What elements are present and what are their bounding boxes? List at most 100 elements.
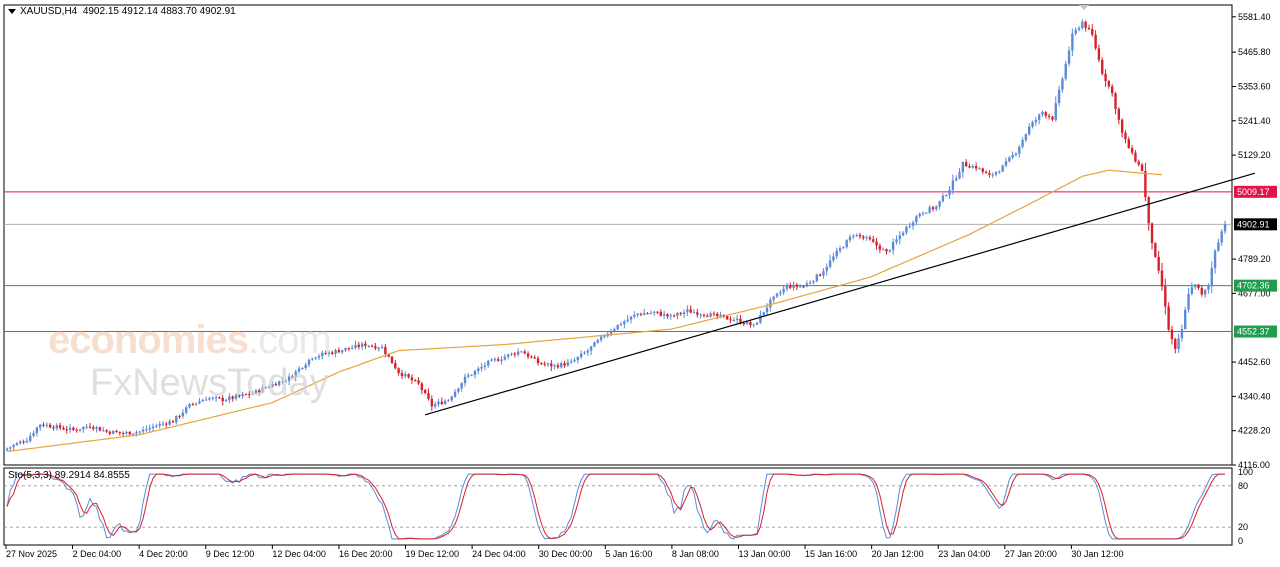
candle-bull	[998, 171, 1001, 173]
candle-bull	[636, 313, 639, 315]
stochastic-tick-label: 20	[1238, 522, 1248, 532]
candle-bull	[765, 307, 769, 313]
candle-bull	[994, 172, 998, 175]
candle-bear	[1164, 286, 1167, 307]
time-tick-label: 5 Jan 16:00	[605, 549, 652, 559]
candle-bull	[15, 443, 19, 446]
candle-bull	[334, 350, 337, 354]
candle-bull	[808, 282, 812, 284]
candle-bull	[78, 429, 82, 431]
candle-bear	[1140, 164, 1144, 171]
candle-bull	[1071, 33, 1074, 51]
candle-bull	[560, 363, 563, 368]
candle-bull	[812, 281, 815, 283]
candle-bear	[974, 165, 978, 169]
time-tick-label: 15 Jan 16:00	[805, 549, 857, 559]
candle-bear	[1137, 161, 1140, 165]
candle-bull	[493, 359, 497, 361]
candle-bear	[1124, 132, 1127, 140]
candle-bear	[238, 395, 241, 397]
candle-bull	[629, 316, 633, 320]
candle-bull	[1028, 126, 1031, 135]
candle-bear	[48, 424, 52, 428]
stochastic-tick-label: 100	[1238, 467, 1253, 477]
candle-bull	[772, 296, 775, 300]
time-tick-label: 2 Dec 04:00	[73, 549, 122, 559]
candle-bull	[838, 248, 842, 251]
candle-bull	[45, 424, 49, 426]
candle-bull	[254, 390, 258, 394]
candle-bull	[341, 350, 344, 353]
candle-bear	[716, 313, 719, 317]
candle-bear	[1197, 284, 1200, 289]
candle-bear	[98, 427, 102, 431]
candle-bull	[832, 256, 835, 261]
candle-bull	[792, 284, 795, 288]
candle-bull	[477, 368, 480, 371]
candle-bull	[1057, 89, 1061, 104]
symbol-header[interactable]: XAUUSD,H4 4902.15 4912.14 4883.70 4902.9…	[8, 6, 236, 17]
candle-bear	[414, 380, 417, 382]
candle-bull	[626, 319, 629, 322]
candle-bear	[1047, 115, 1051, 117]
candle-bull	[905, 226, 908, 233]
candle-bear	[931, 207, 935, 210]
candle-bear	[1200, 288, 1204, 295]
candle-bear	[729, 319, 732, 321]
candle-bear	[274, 383, 278, 386]
candle-bull	[891, 242, 895, 251]
candle-bear	[427, 393, 430, 399]
candle-bull	[852, 235, 855, 237]
candle-bear	[1104, 73, 1107, 82]
candle-bear	[513, 353, 516, 355]
candle-bear	[646, 313, 649, 315]
candle-bull	[1018, 146, 1021, 154]
candle-bull	[1193, 284, 1197, 288]
candle-bull	[755, 322, 759, 325]
candle-bull	[437, 401, 440, 405]
candle-bull	[669, 315, 672, 317]
candle-bull	[779, 292, 782, 294]
candle-bull	[460, 383, 463, 389]
candle-bull	[1054, 103, 1057, 120]
candle-bear	[659, 311, 663, 316]
candle-bear	[540, 363, 543, 365]
candle-bull	[327, 352, 331, 354]
resistance-line-tag	[1234, 185, 1277, 198]
candle-bull	[510, 353, 513, 355]
price-tick-label: 5581.40	[1238, 12, 1271, 22]
candle-bear	[1051, 116, 1054, 120]
time-tick-label: 23 Jan 04:00	[938, 549, 990, 559]
candle-bear	[347, 348, 351, 350]
candle-bull	[1180, 329, 1184, 339]
candle-bull	[102, 430, 105, 432]
candle-bull	[835, 250, 838, 257]
candle-bull	[480, 366, 483, 369]
candle-bull	[616, 325, 619, 330]
candle-bull	[888, 250, 892, 252]
price-tick-label: 5241.40	[1238, 116, 1271, 126]
candle-bull	[799, 286, 802, 288]
candle-bull	[948, 189, 951, 195]
candle-bear	[1150, 223, 1154, 244]
candle-bear	[533, 357, 536, 359]
candle-bear	[58, 425, 62, 428]
time-tick-label: 27 Nov 2025	[6, 549, 57, 559]
candle-bear	[497, 359, 500, 361]
candle-bull	[848, 236, 852, 241]
candle-bull	[261, 387, 264, 393]
price-panel-frame	[3, 4, 1233, 466]
dropdown-triangle-icon[interactable]	[8, 8, 16, 14]
candle-bear	[563, 363, 566, 366]
candle-bear	[62, 427, 65, 430]
candle-bull	[201, 399, 205, 402]
support-line-1-tag	[1234, 279, 1277, 292]
candle-bull	[745, 322, 749, 324]
candle-bull	[148, 428, 151, 430]
candle-bull	[921, 213, 925, 215]
candle-bull	[609, 331, 613, 334]
candle-bull	[35, 427, 39, 434]
candle-bull	[908, 225, 911, 227]
